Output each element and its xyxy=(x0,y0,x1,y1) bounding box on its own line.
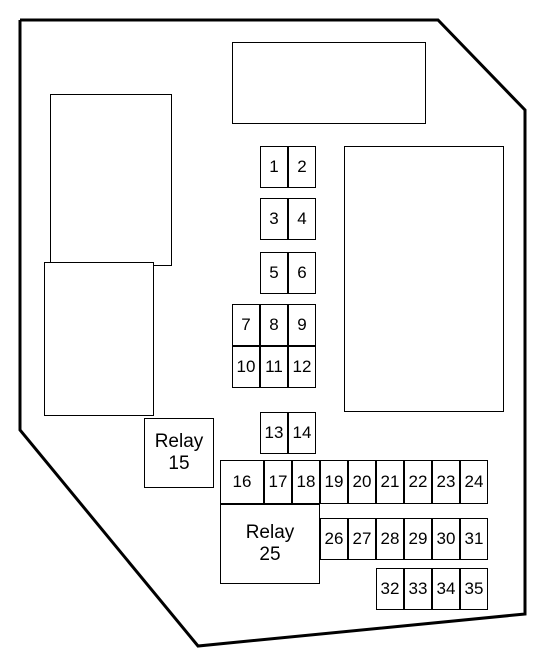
fuse-8: 8 xyxy=(260,304,288,346)
box-left-a xyxy=(50,94,172,266)
fuse-5: 5 xyxy=(260,252,288,294)
relay-25: Relay 25 xyxy=(220,504,320,584)
fuse-31: 31 xyxy=(460,518,488,560)
relay-15: Relay 15 xyxy=(144,418,214,488)
fuse-23: 23 xyxy=(432,460,460,504)
fuse-6: 6 xyxy=(288,252,316,294)
fuse-17: 17 xyxy=(264,460,292,504)
fuse-3: 3 xyxy=(260,198,288,240)
fuse-14: 14 xyxy=(288,412,316,454)
fuse-11: 11 xyxy=(260,346,288,388)
fuse-35: 35 xyxy=(460,568,488,610)
box-left-b xyxy=(44,262,154,416)
fuse-29: 29 xyxy=(404,518,432,560)
fuse-12: 12 xyxy=(288,346,316,388)
fuse-13: 13 xyxy=(260,412,288,454)
fuse-21: 21 xyxy=(376,460,404,504)
fuse-34: 34 xyxy=(432,568,460,610)
fuse-box-canvas: Relay 15Relay 25123456789101112131416171… xyxy=(0,0,543,661)
fuse-19: 19 xyxy=(320,460,348,504)
fuse-4: 4 xyxy=(288,198,316,240)
box-top xyxy=(232,42,426,124)
fuse-33: 33 xyxy=(404,568,432,610)
fuse-26: 26 xyxy=(320,518,348,560)
fuse-1: 1 xyxy=(260,146,288,188)
fuse-24: 24 xyxy=(460,460,488,504)
fuse-2: 2 xyxy=(288,146,316,188)
fuse-7: 7 xyxy=(232,304,260,346)
fuse-28: 28 xyxy=(376,518,404,560)
fuse-20: 20 xyxy=(348,460,376,504)
fuse-32: 32 xyxy=(376,568,404,610)
box-right xyxy=(344,146,504,412)
fuse-9: 9 xyxy=(288,304,316,346)
fuse-27: 27 xyxy=(348,518,376,560)
fuse-16: 16 xyxy=(220,460,264,504)
fuse-10: 10 xyxy=(232,346,260,388)
fuse-30: 30 xyxy=(432,518,460,560)
fuse-18: 18 xyxy=(292,460,320,504)
fuse-22: 22 xyxy=(404,460,432,504)
